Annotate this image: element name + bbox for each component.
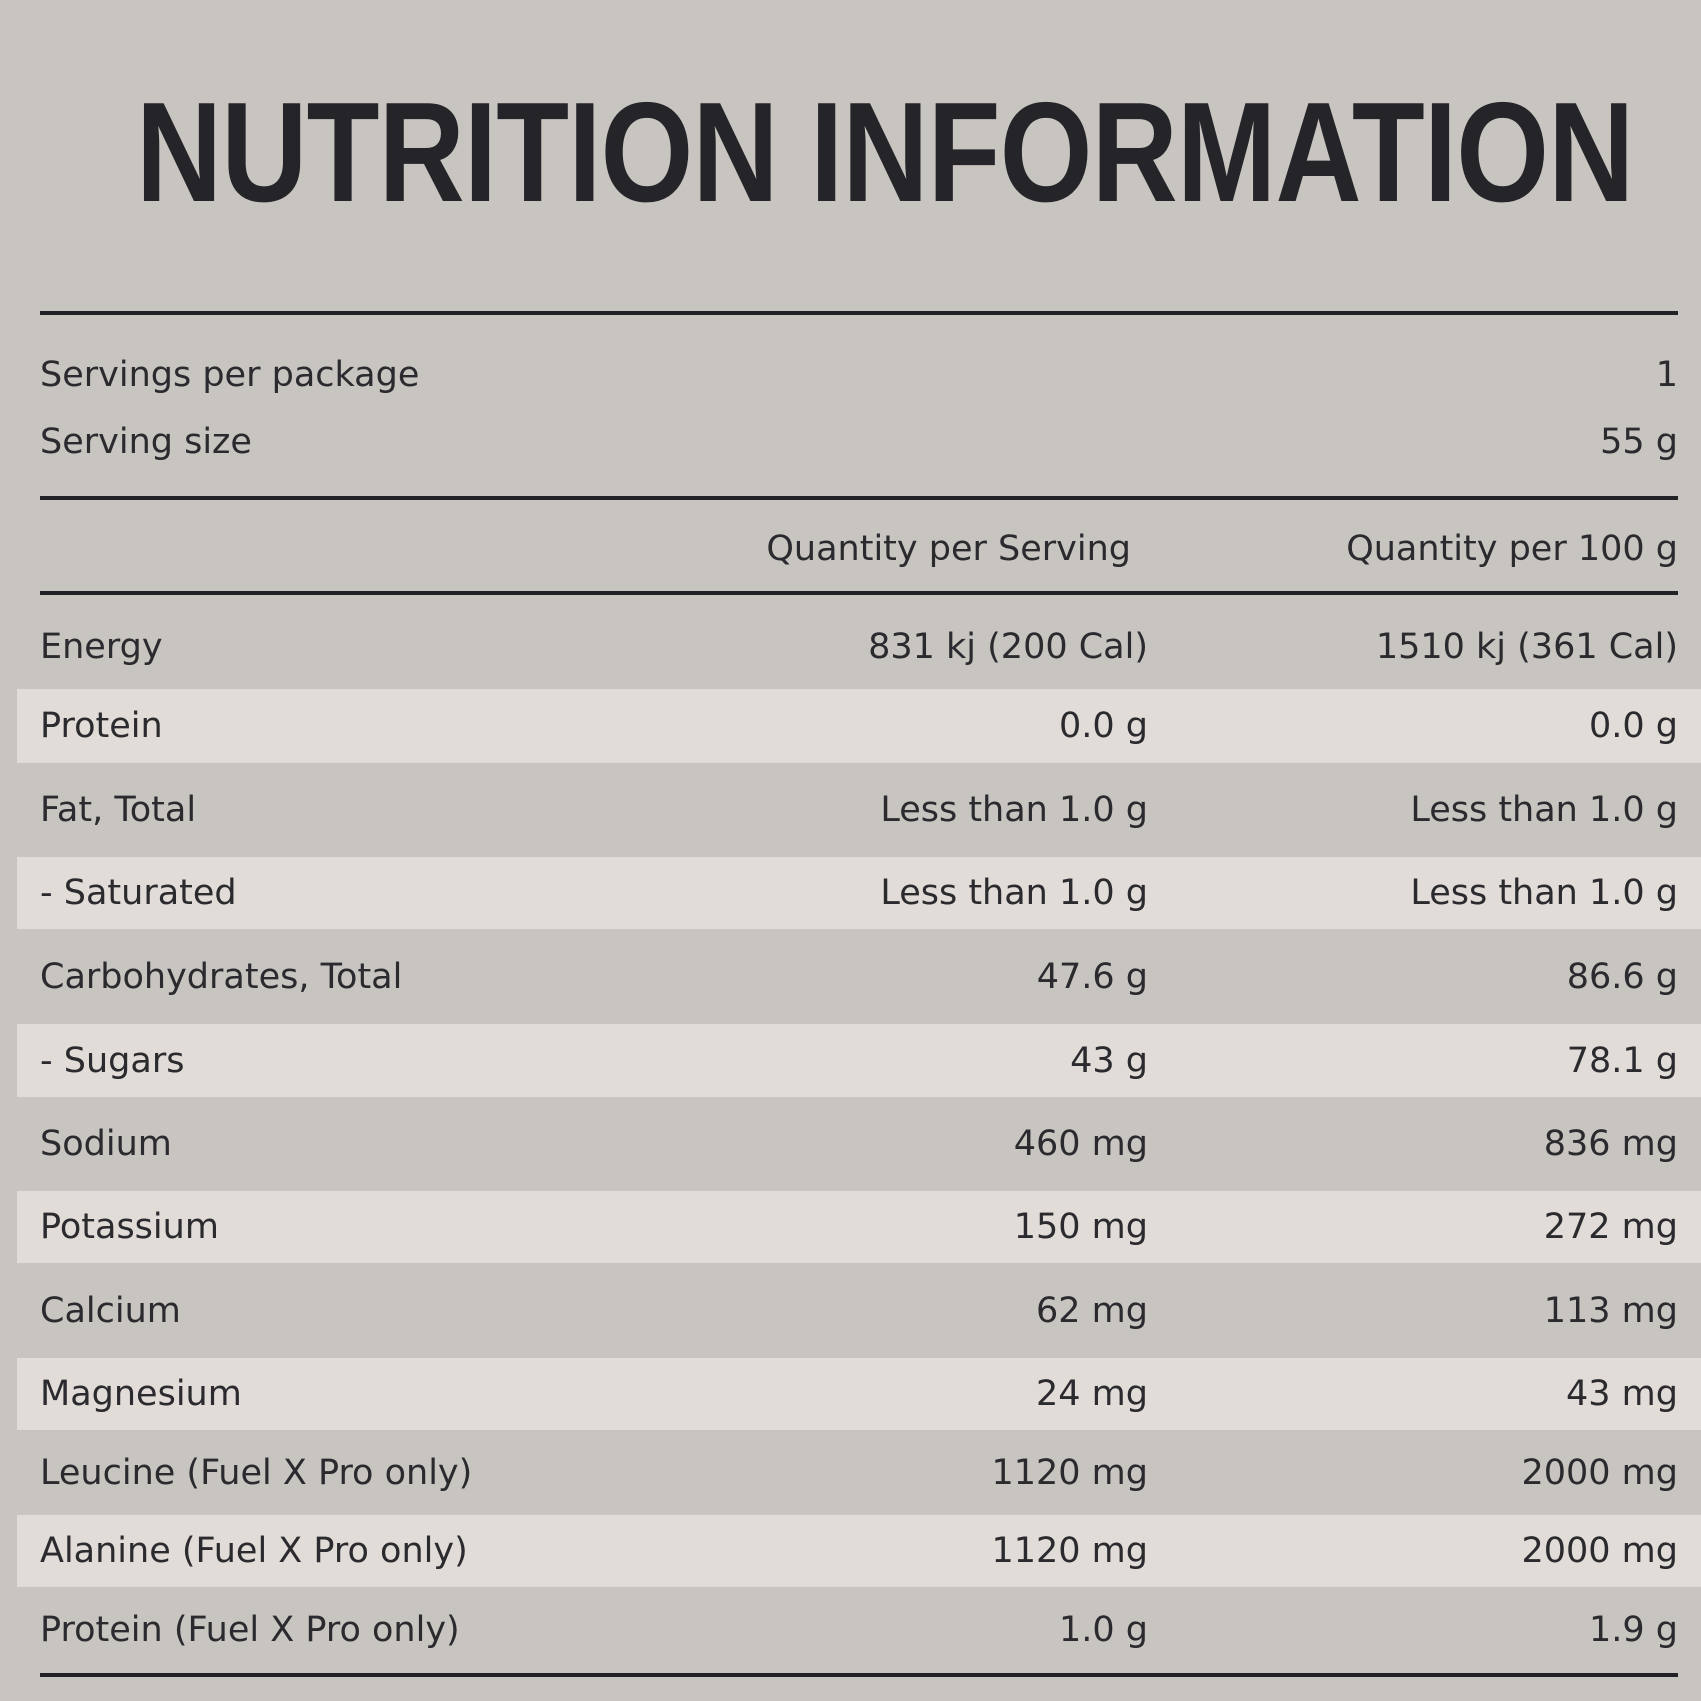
per-serving-value: 460 mg: [1013, 1124, 1148, 1164]
table-row: Energy 831 kj (200 Cal) 1510 kj (361 Cal…: [17, 605, 1701, 689]
per-100g-value: Less than 1.0 g: [1410, 873, 1678, 913]
table-row: Potassium 150 mg 272 mg: [17, 1191, 1701, 1263]
per-serving-value: 1120 mg: [991, 1531, 1148, 1571]
nutrient-name: Carbohydrates, Total: [40, 956, 403, 997]
bottom-divider: [40, 1673, 1678, 1677]
per-serving-value: 43 g: [1070, 1040, 1148, 1081]
serving-size-value: 55 g: [1600, 422, 1678, 462]
column-header-per-100g: Quantity per 100 g: [1346, 529, 1678, 569]
nutrient-name: Protein (Fuel X Pro only): [40, 1610, 460, 1650]
per-serving-value: Less than 1.0 g: [880, 790, 1148, 830]
column-header-per-serving: Quantity per Serving: [766, 529, 1131, 569]
nutrient-name: Magnesium: [40, 1374, 242, 1414]
servings-per-package-value: 1: [1655, 355, 1678, 395]
page-title: NUTRITION INFORMATION: [136, 73, 1634, 232]
nutrient-name: Potassium: [40, 1207, 219, 1247]
nutrient-name: Fat, Total: [40, 790, 197, 830]
top-divider: [40, 311, 1678, 315]
nutrient-name: Sodium: [40, 1124, 172, 1164]
nutrient-name: - Sugars: [40, 1040, 185, 1081]
per-100g-value: 0.0 g: [1588, 706, 1678, 746]
table-row: Carbohydrates, Total 47.6 g 86.6 g: [17, 929, 1701, 1024]
per-100g-value: 86.6 g: [1566, 956, 1678, 997]
per-100g-value: 1510 kj (361 Cal): [1375, 627, 1678, 667]
per-serving-value: 1.0 g: [1058, 1610, 1148, 1650]
table-row: - Sugars 43 g 78.1 g: [17, 1024, 1701, 1097]
table-row: Protein 0.0 g 0.0 g: [17, 689, 1701, 763]
nutrient-name: Energy: [40, 627, 163, 667]
table-row: Magnesium 24 mg 43 mg: [17, 1358, 1701, 1430]
per-serving-value: 47.6 g: [1036, 956, 1148, 997]
table-row: Calcium 62 mg 113 mg: [17, 1263, 1701, 1358]
header-divider: [40, 591, 1678, 595]
per-serving-value: 62 mg: [1036, 1290, 1148, 1331]
table-row: Sodium 460 mg 836 mg: [17, 1097, 1701, 1191]
serving-size-label: Serving size: [40, 422, 252, 462]
per-serving-value: 24 mg: [1036, 1374, 1148, 1414]
table-row: Alanine (Fuel X Pro only) 1120 mg 2000 m…: [17, 1515, 1701, 1587]
per-serving-value: 1120 mg: [991, 1452, 1148, 1493]
table-row: - Saturated Less than 1.0 g Less than 1.…: [17, 857, 1701, 929]
servings-per-package-label: Servings per package: [40, 355, 420, 395]
per-100g-value: 78.1 g: [1566, 1040, 1678, 1081]
table-row: Protein (Fuel X Pro only) 1.0 g 1.9 g: [17, 1587, 1701, 1673]
per-100g-value: 272 mg: [1543, 1207, 1678, 1247]
per-100g-value: 43 mg: [1566, 1374, 1678, 1414]
nutrient-name: Leucine (Fuel X Pro only): [40, 1452, 473, 1493]
table-row: Leucine (Fuel X Pro only) 1120 mg 2000 m…: [17, 1430, 1701, 1515]
per-100g-value: 2000 mg: [1521, 1531, 1678, 1571]
per-100g-value: 2000 mg: [1521, 1452, 1678, 1493]
per-100g-value: 836 mg: [1543, 1124, 1678, 1164]
per-serving-value: 0.0 g: [1058, 706, 1148, 746]
nutrient-name: Protein: [40, 706, 163, 746]
serving-divider: [40, 496, 1678, 500]
per-serving-value: 150 mg: [1013, 1207, 1148, 1247]
nutrient-name: - Saturated: [40, 873, 237, 913]
nutrient-name: Calcium: [40, 1290, 181, 1331]
nutrient-name: Alanine (Fuel X Pro only): [40, 1531, 468, 1571]
per-100g-value: 1.9 g: [1588, 1610, 1678, 1650]
per-100g-value: Less than 1.0 g: [1410, 790, 1678, 830]
per-serving-value: Less than 1.0 g: [880, 873, 1148, 913]
per-100g-value: 113 mg: [1543, 1290, 1678, 1331]
per-serving-value: 831 kj (200 Cal): [868, 627, 1148, 667]
table-row: Fat, Total Less than 1.0 g Less than 1.0…: [17, 763, 1701, 857]
